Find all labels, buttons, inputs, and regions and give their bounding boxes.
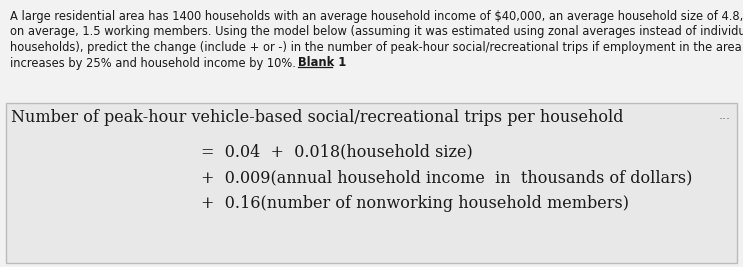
Text: on average, 1.5 working members. Using the model below (assuming it was estimate: on average, 1.5 working members. Using t… <box>10 26 743 38</box>
Text: ...: ... <box>719 109 731 122</box>
Text: +  0.009(annual household income  in  thousands of dollars): + 0.009(annual household income in thous… <box>201 169 692 186</box>
Text: Blank 1: Blank 1 <box>298 57 346 69</box>
Text: =  0.04  +  0.018(household size): = 0.04 + 0.018(household size) <box>201 143 473 160</box>
Text: Number of peak-hour vehicle-based social/recreational trips per household: Number of peak-hour vehicle-based social… <box>11 109 623 126</box>
Text: households), predict the change (include + or -) in the number of peak-hour soci: households), predict the change (include… <box>10 41 742 54</box>
FancyBboxPatch shape <box>6 103 737 263</box>
Text: A large residential area has 1400 households with an average household income of: A large residential area has 1400 househ… <box>10 10 743 23</box>
Text: increases by 25% and household income by 10%.: increases by 25% and household income by… <box>10 57 299 69</box>
Text: +  0.16(number of nonworking household members): + 0.16(number of nonworking household me… <box>201 195 629 212</box>
